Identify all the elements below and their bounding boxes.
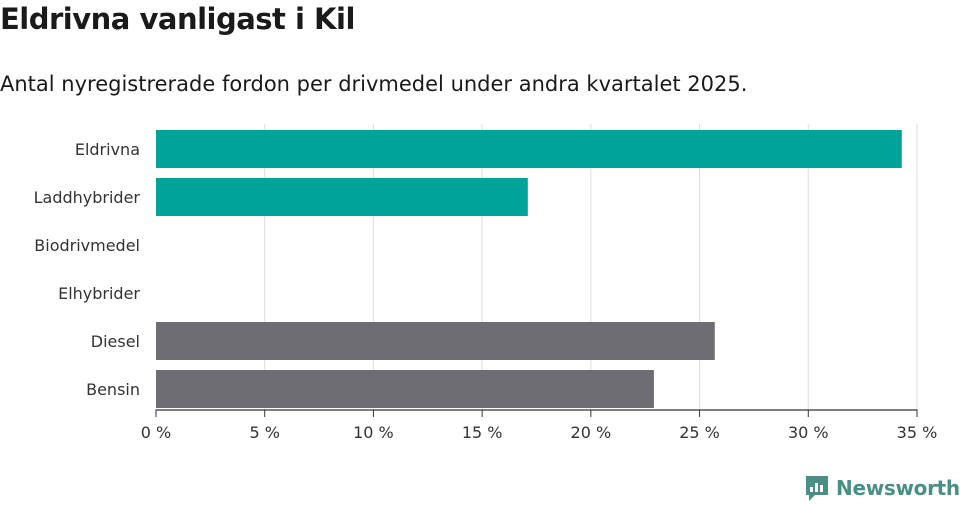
chart-subtitle: Antal nyregistrerade fordon per drivmede… (0, 72, 748, 96)
x-tick-label: 0 % (141, 423, 171, 442)
newsworthy-logo-icon (806, 476, 828, 501)
category-labels: Eldrivna Laddhybrider Biodrivmedel Elhybrid… (34, 140, 141, 399)
bars (156, 130, 902, 408)
category-label: Diesel (91, 332, 140, 351)
chart-title: Eldrivna vanligast i Kil (0, 2, 355, 36)
grid-lines (264, 124, 918, 410)
x-tick-label: 35 % (897, 423, 938, 442)
category-label: Biodrivmedel (34, 236, 140, 255)
x-tick-label: 5 % (249, 423, 279, 442)
bar-laddhybrider (156, 178, 528, 216)
x-tick-label: 25 % (679, 423, 720, 442)
x-tick-label: 15 % (462, 423, 503, 442)
category-label: Bensin (86, 380, 140, 399)
x-tick-labels: 0 % 5 % 10 % 15 % 20 % 25 % 30 % 35 % (141, 423, 938, 442)
category-label: Eldrivna (75, 140, 140, 159)
bar-chart: Eldrivna Laddhybrider Biodrivmedel Elhybrid… (34, 124, 938, 442)
x-axis (155, 409, 918, 417)
category-label: Elhybrider (58, 284, 140, 303)
brand-name: Newsworthy (836, 476, 960, 500)
bar-eldrivna (156, 130, 902, 168)
bar-bensin (156, 370, 654, 408)
category-label: Laddhybrider (34, 188, 141, 207)
x-tick-label: 20 % (571, 423, 612, 442)
bar-diesel (156, 322, 715, 360)
brand-logo: Newsworthy (804, 474, 960, 502)
x-tick-label: 30 % (788, 423, 829, 442)
x-tick-label: 10 % (353, 423, 394, 442)
